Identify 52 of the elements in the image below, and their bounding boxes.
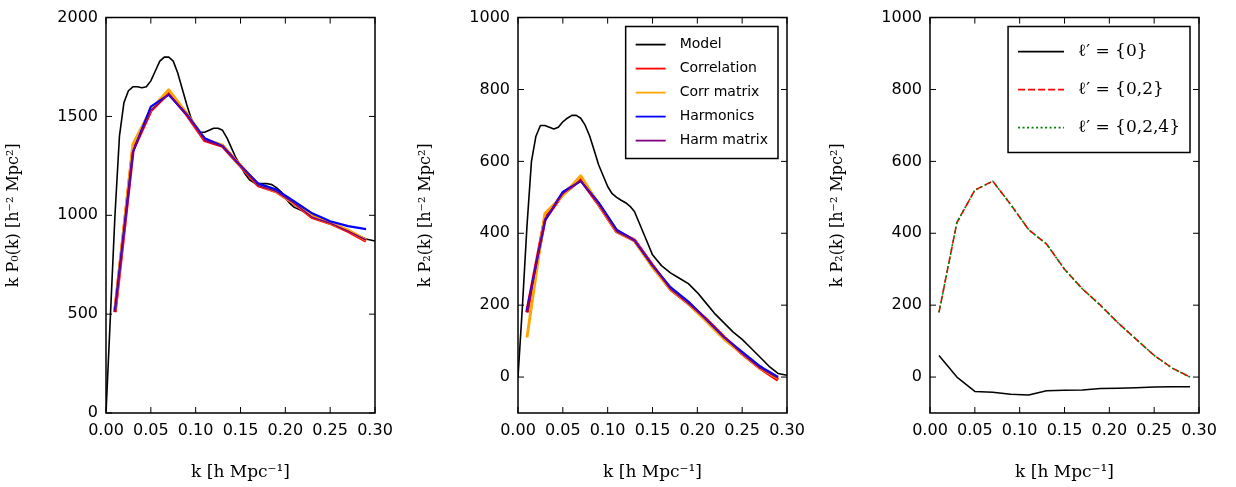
y-tick-label: 1000 bbox=[469, 6, 510, 26]
x-axis-title: k [h Mpc⁻¹] bbox=[191, 461, 290, 482]
legend-label: Correlation bbox=[679, 59, 757, 76]
y-tick-label: 1000 bbox=[57, 204, 98, 224]
x-tick-label: 0.05 bbox=[133, 419, 169, 439]
y-tick-label: 200 bbox=[891, 294, 922, 314]
y-tick-label: 0 bbox=[87, 402, 98, 422]
x-tick-label: 0.15 bbox=[634, 419, 671, 439]
x-axis-title: k [h Mpc⁻¹] bbox=[603, 461, 702, 482]
y-tick-label: 400 bbox=[891, 222, 922, 242]
y-tick-label: 1500 bbox=[57, 105, 98, 125]
y-tick-label: 1000 bbox=[881, 6, 922, 26]
y-tick-label: 600 bbox=[891, 150, 922, 170]
x-tick-label: 0.00 bbox=[88, 419, 124, 439]
y-tick-label: 600 bbox=[479, 150, 510, 170]
legend-label: Harmonics bbox=[679, 107, 755, 124]
x-tick-label: 0.30 bbox=[769, 419, 805, 439]
y-tick-label: 400 bbox=[479, 222, 510, 242]
x-tick-label: 0.30 bbox=[1181, 419, 1217, 439]
y-axis-title: k P₂(k) [h⁻² Mpc²] bbox=[826, 143, 846, 288]
x-tick-label: 0.00 bbox=[912, 419, 948, 439]
y-tick-label: 2000 bbox=[57, 6, 98, 26]
legend-label: ℓ′ = {0} bbox=[1078, 40, 1148, 61]
x-axis-title: k [h Mpc⁻¹] bbox=[1015, 461, 1114, 482]
x-tick-label: 0.25 bbox=[724, 419, 760, 439]
y-axis-title: k P₂(k) [h⁻² Mpc²] bbox=[414, 143, 434, 288]
y-tick-label: 0 bbox=[499, 366, 510, 386]
x-tick-label: 0.05 bbox=[957, 419, 993, 439]
y-axis-title: k P₀(k) [h⁻² Mpc²] bbox=[2, 143, 22, 288]
x-tick-label: 0.25 bbox=[1136, 419, 1172, 439]
x-tick-label: 0.10 bbox=[1001, 419, 1038, 439]
y-tick-label: 800 bbox=[479, 78, 510, 98]
y-tick-label: 0 bbox=[911, 366, 922, 386]
x-tick-label: 0.05 bbox=[545, 419, 581, 439]
x-tick-label: 0.15 bbox=[222, 419, 259, 439]
x-tick-label: 0.20 bbox=[1091, 419, 1128, 439]
y-tick-label: 800 bbox=[891, 78, 922, 98]
legend-label: ℓ′ = {0,2,4} bbox=[1078, 116, 1181, 137]
y-tick-label: 200 bbox=[479, 294, 510, 314]
legend-label: Harm matrix bbox=[679, 131, 768, 148]
x-tick-label: 0.10 bbox=[589, 419, 626, 439]
y-tick-label: 500 bbox=[67, 303, 98, 323]
x-tick-label: 0.00 bbox=[500, 419, 536, 439]
x-tick-label: 0.10 bbox=[177, 419, 214, 439]
x-tick-label: 0.30 bbox=[357, 419, 393, 439]
legend-label: Corr matrix bbox=[679, 83, 760, 100]
x-tick-label: 0.20 bbox=[679, 419, 716, 439]
x-tick-label: 0.20 bbox=[267, 419, 304, 439]
x-tick-label: 0.25 bbox=[312, 419, 348, 439]
legend-label: ℓ′ = {0,2} bbox=[1078, 78, 1164, 99]
legend-label: Model bbox=[679, 35, 722, 52]
x-tick-label: 0.15 bbox=[1046, 419, 1083, 439]
